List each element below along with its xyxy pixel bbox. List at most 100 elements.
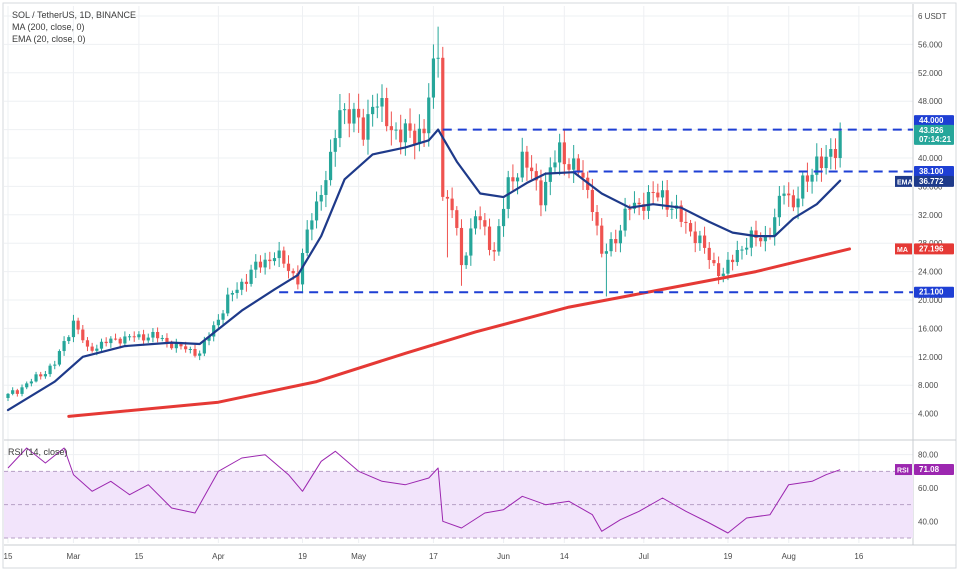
candle-up — [216, 319, 220, 326]
ma-value-tag-text: 27.196 — [919, 244, 944, 253]
candle-down — [170, 342, 174, 349]
candle-up — [109, 338, 113, 344]
candle-down — [787, 193, 791, 196]
price-tick-label: 40.000 — [918, 154, 943, 163]
candle-down — [576, 158, 580, 173]
candle-up — [366, 114, 370, 140]
candle-down — [642, 204, 646, 211]
candle-down — [731, 259, 735, 263]
candle-up — [553, 162, 557, 168]
candle-up — [333, 138, 337, 152]
candle-up — [221, 313, 225, 320]
candle-up — [305, 229, 309, 253]
candle-up — [95, 348, 99, 351]
candle-down — [693, 231, 697, 244]
candle-up — [25, 383, 29, 388]
candle-down — [291, 270, 295, 274]
candle-up — [43, 374, 47, 377]
candle-down — [702, 235, 707, 248]
price-tick-label: 48.000 — [918, 97, 943, 106]
candle-up — [324, 180, 328, 195]
candle-up — [160, 337, 164, 339]
candle-down — [487, 226, 492, 250]
candle-up — [810, 174, 814, 182]
ema-value-tag-bg — [914, 175, 954, 187]
candle-up — [515, 177, 520, 182]
candle-down — [656, 192, 660, 198]
candle-up — [48, 365, 52, 375]
time-axis: 15 Mar 15 Apr 19 May 17 Jun 14 Jul 19 Aug 16 — [4, 552, 864, 561]
candle-down — [651, 191, 655, 193]
candle-up — [427, 97, 431, 134]
rsi-tick-label: 40.00 — [918, 517, 939, 526]
candle-up — [198, 353, 202, 356]
candle-down — [268, 259, 272, 262]
rsi-tick-label: 60.00 — [918, 484, 939, 493]
candle-down — [413, 130, 417, 145]
candle-up — [670, 208, 674, 210]
candle-down — [408, 123, 412, 131]
ema-indicator-label: EMA (20, close, 0) — [12, 34, 86, 44]
candle-down — [759, 237, 763, 242]
candle-down — [791, 195, 795, 208]
candle-down — [184, 346, 188, 350]
candle-up — [235, 289, 239, 294]
last-price-tag-text: 07:14:21 — [919, 135, 952, 144]
level-38-tag-bg — [914, 165, 954, 177]
price-tick-label: 52.000 — [918, 69, 943, 78]
time-tick-label: Jun — [497, 552, 510, 561]
level-21-tag-text: 21.100 — [919, 288, 944, 297]
candle-down — [455, 210, 459, 228]
candle-up — [520, 151, 524, 178]
candle-down — [193, 348, 197, 356]
candle-up — [464, 255, 468, 266]
candle-up — [11, 390, 15, 394]
candle-down — [511, 177, 515, 182]
candle-up — [6, 393, 10, 398]
ma-indicator-label: MA (200, close, 0) — [12, 22, 85, 32]
candle-up — [558, 142, 562, 163]
rsi-name-box-bg — [895, 464, 912, 476]
candle-up — [660, 190, 665, 198]
candle-up — [548, 167, 552, 182]
candle-down — [637, 202, 641, 205]
candle-down — [717, 263, 721, 277]
level-44-tag-bg — [914, 115, 954, 127]
time-tick-label: 19 — [298, 552, 307, 561]
candle-down — [118, 338, 122, 344]
candle-up — [829, 149, 833, 157]
time-tick-label: Aug — [782, 552, 796, 561]
candle-down — [530, 167, 534, 172]
candle-down — [286, 263, 291, 271]
candle-up — [272, 258, 277, 262]
candle-up — [62, 341, 66, 352]
candle-up — [740, 249, 744, 251]
price-tick-label: 20.000 — [918, 296, 943, 305]
rsi-series — [7, 447, 841, 534]
candle-down — [483, 220, 487, 227]
ma-200-series — [67, 247, 851, 418]
candle-up — [604, 251, 608, 254]
ma-value-tag-bg — [914, 243, 954, 255]
candle-up — [151, 331, 155, 338]
price-tick-label: 16.000 — [918, 324, 943, 333]
candle-up — [782, 193, 786, 196]
candle-down — [754, 230, 758, 238]
candle-down — [113, 338, 118, 340]
candle-up — [838, 130, 842, 159]
ma-name-box-text: MA — [897, 247, 908, 254]
candle-down — [347, 109, 351, 124]
candle-up — [417, 128, 421, 145]
candle-up — [735, 250, 739, 263]
price-tick-label: 6 USDT — [918, 12, 947, 21]
candle-down — [595, 212, 599, 226]
horizontal-levels — [279, 128, 913, 294]
candle-down — [422, 128, 426, 134]
candle-up — [240, 281, 244, 290]
candle-down — [665, 190, 669, 210]
candle-down — [534, 171, 538, 181]
candle-up — [319, 194, 323, 202]
